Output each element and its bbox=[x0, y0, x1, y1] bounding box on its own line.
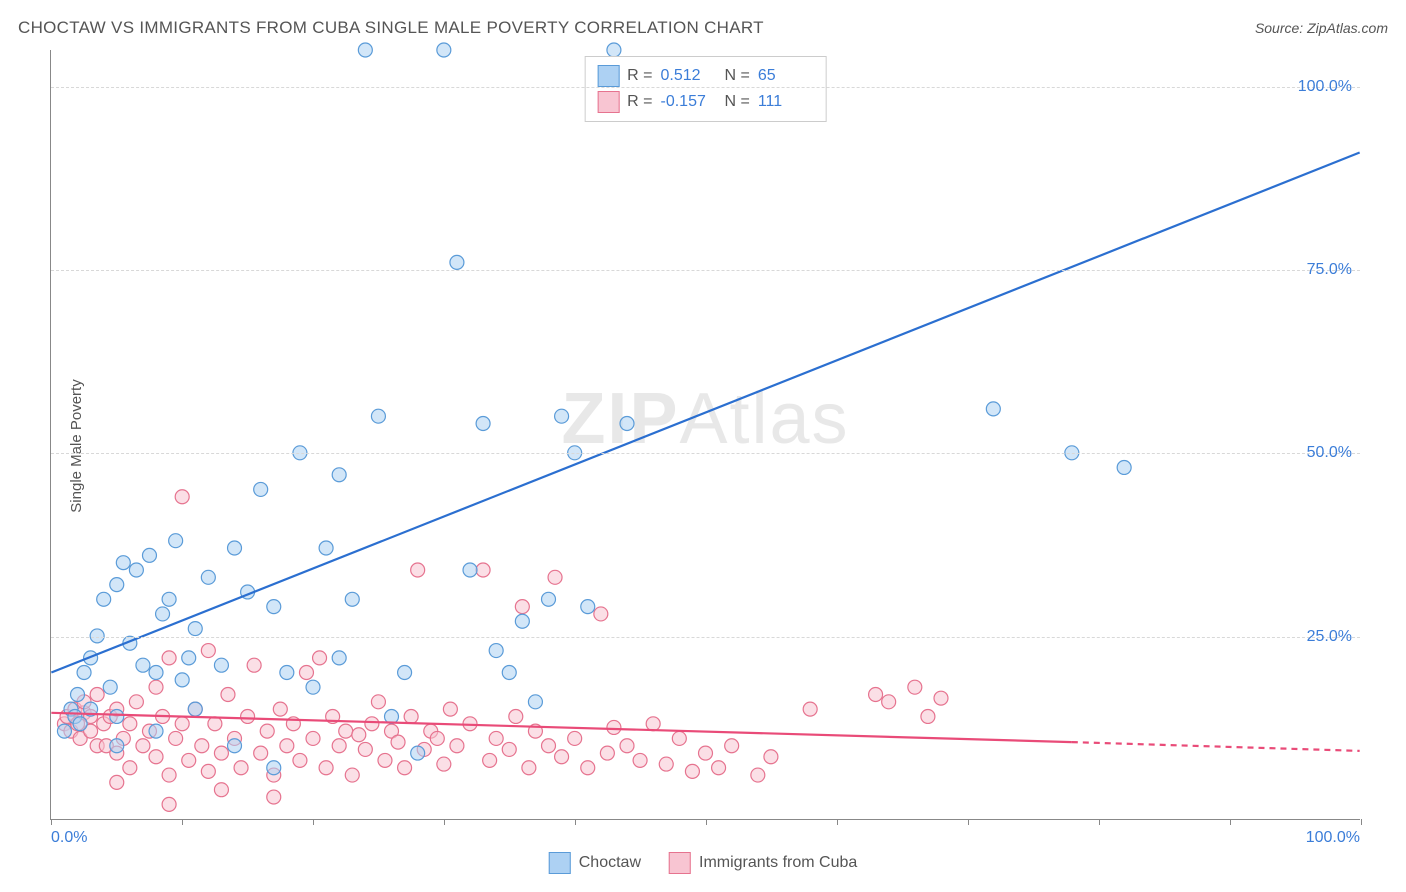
r-label-b: R = bbox=[627, 93, 652, 111]
legend-label-b: Immigrants from Cuba bbox=[699, 854, 857, 872]
chart-title: CHOCTAW VS IMMIGRANTS FROM CUBA SINGLE M… bbox=[18, 18, 764, 38]
legend-item-b: Immigrants from Cuba bbox=[669, 852, 857, 874]
gridline bbox=[51, 637, 1360, 638]
bottom-legend: Choctaw Immigrants from Cuba bbox=[549, 852, 858, 874]
xtick-label-right: 100.0% bbox=[1306, 829, 1360, 847]
stat-legend: R = 0.512 N = 65 R = -0.157 N = 111 bbox=[584, 56, 827, 122]
xtick bbox=[51, 819, 52, 825]
chart-svg bbox=[51, 50, 1360, 819]
legend-swatch-a bbox=[549, 852, 571, 874]
xtick bbox=[968, 819, 969, 825]
ytick-label: 50.0% bbox=[1307, 444, 1352, 462]
xtick bbox=[182, 819, 183, 825]
stat-row-a: R = 0.512 N = 65 bbox=[597, 63, 814, 89]
xtick bbox=[444, 819, 445, 825]
gridline bbox=[51, 270, 1360, 271]
swatch-a bbox=[597, 65, 619, 87]
gridline bbox=[51, 87, 1360, 88]
stat-row-b: R = -0.157 N = 111 bbox=[597, 89, 814, 115]
xtick bbox=[837, 819, 838, 825]
gridline bbox=[51, 453, 1360, 454]
ytick-label: 100.0% bbox=[1298, 78, 1352, 96]
legend-swatch-b bbox=[669, 852, 691, 874]
xtick bbox=[706, 819, 707, 825]
source-label: Source: ZipAtlas.com bbox=[1255, 20, 1388, 36]
xtick bbox=[1361, 819, 1362, 825]
xtick bbox=[1099, 819, 1100, 825]
ytick-label: 25.0% bbox=[1307, 628, 1352, 646]
n-value-b: 111 bbox=[758, 93, 814, 111]
n-label-a: N = bbox=[725, 67, 750, 85]
legend-label-a: Choctaw bbox=[579, 854, 641, 872]
n-value-a: 65 bbox=[758, 67, 814, 85]
xtick bbox=[575, 819, 576, 825]
xtick-label-left: 0.0% bbox=[51, 829, 87, 847]
r-value-b: -0.157 bbox=[661, 93, 717, 111]
r-label-a: R = bbox=[627, 67, 652, 85]
swatch-b bbox=[597, 91, 619, 113]
ytick-label: 75.0% bbox=[1307, 261, 1352, 279]
chart-header: CHOCTAW VS IMMIGRANTS FROM CUBA SINGLE M… bbox=[18, 18, 1388, 38]
legend-item-a: Choctaw bbox=[549, 852, 641, 874]
xtick bbox=[313, 819, 314, 825]
plot-area: ZIPAtlas R = 0.512 N = 65 R = -0.157 N =… bbox=[50, 50, 1360, 820]
r-value-a: 0.512 bbox=[661, 67, 717, 85]
xtick bbox=[1230, 819, 1231, 825]
n-label-b: N = bbox=[725, 93, 750, 111]
